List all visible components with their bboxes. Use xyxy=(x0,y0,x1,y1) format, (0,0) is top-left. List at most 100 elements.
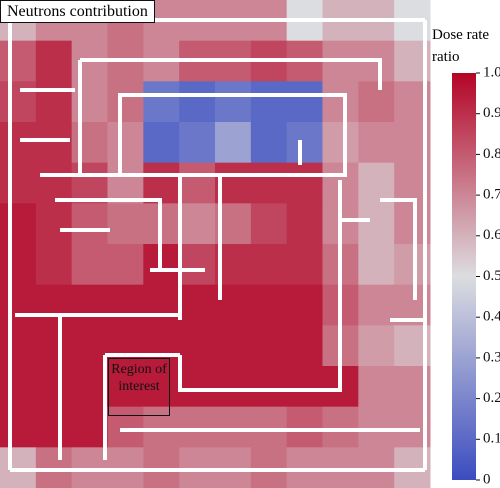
heat-cell xyxy=(286,366,323,408)
heat-cell xyxy=(35,122,73,164)
colorbar-tick-label: 0.1 xyxy=(483,431,500,447)
heat-cell xyxy=(358,325,395,367)
colorbar-tick-label: 0.6 xyxy=(483,227,500,243)
heat-cell xyxy=(71,122,108,164)
heat-cell xyxy=(250,447,288,488)
region-annotation: Region of interest xyxy=(108,358,170,416)
heat-cell xyxy=(0,203,37,245)
heat-cell xyxy=(143,325,180,367)
heat-cell xyxy=(322,447,359,488)
heat-cell xyxy=(358,284,395,326)
heat-cell xyxy=(0,81,37,123)
heat-cell xyxy=(322,81,359,123)
heat-cell xyxy=(179,325,216,367)
heat-cell xyxy=(107,81,144,123)
heat-cell xyxy=(0,366,37,408)
heat-cell xyxy=(179,81,216,123)
heat-cell xyxy=(35,244,73,286)
heat-cell xyxy=(0,162,37,204)
heat-cell xyxy=(358,203,395,245)
heat-cell xyxy=(179,203,216,245)
heat-cell xyxy=(0,284,37,326)
heat-cell xyxy=(35,162,73,204)
heat-cell xyxy=(286,406,323,448)
colorbar-tick-label: 1.0 xyxy=(483,64,500,80)
heat-cell xyxy=(250,81,288,123)
heat-cell xyxy=(35,40,73,82)
heat-cell xyxy=(286,244,323,286)
heat-cell xyxy=(179,284,216,326)
heat-cell xyxy=(250,203,288,245)
heat-cell xyxy=(215,122,252,164)
heat-cell xyxy=(358,447,395,488)
colorbar xyxy=(452,73,476,480)
heat-cell xyxy=(35,447,73,488)
heat-cell xyxy=(250,325,288,367)
heat-cell xyxy=(71,203,108,245)
heat-cell xyxy=(215,325,252,367)
heat-cell xyxy=(286,284,323,326)
heat-cell xyxy=(179,406,216,448)
heat-cell xyxy=(0,122,37,164)
heat-cell xyxy=(0,447,37,488)
heat-cell xyxy=(107,203,144,245)
heat-cell xyxy=(107,162,144,204)
heat-cell xyxy=(35,366,73,408)
heat-cell xyxy=(250,366,288,408)
heat-cell xyxy=(71,325,108,367)
heat-cell xyxy=(358,244,395,286)
heat-cell xyxy=(71,244,108,286)
heat-cell xyxy=(179,447,216,488)
heat-cell xyxy=(179,366,216,408)
colorbar-tick-label: 0.7 xyxy=(483,187,500,203)
heat-cell xyxy=(107,406,144,448)
heat-cell xyxy=(286,122,323,164)
heat-cell xyxy=(286,162,323,204)
heat-cell xyxy=(71,284,108,326)
colorbar-tick-label: 0.4 xyxy=(483,309,500,325)
colorbar-tick-label: 0.9 xyxy=(483,105,500,121)
heat-cell xyxy=(286,203,323,245)
heat-cell xyxy=(107,366,144,408)
heat-cell xyxy=(250,244,288,286)
heat-cell xyxy=(71,81,108,123)
heat-cell xyxy=(35,325,73,367)
heat-cell xyxy=(179,122,216,164)
heat-cell xyxy=(107,447,144,488)
walls xyxy=(8,18,427,472)
heat-cell xyxy=(179,162,216,204)
heat-cell xyxy=(358,81,395,123)
heat-cell xyxy=(215,406,252,448)
heat-cell xyxy=(215,447,252,488)
heat-cell xyxy=(0,406,37,448)
heat-cell xyxy=(143,81,180,123)
heat-cell xyxy=(286,81,323,123)
heat-cell xyxy=(0,325,37,367)
heat-cell xyxy=(107,244,144,286)
heat-cell xyxy=(322,406,359,448)
heat-cell xyxy=(250,284,288,326)
heat-cell xyxy=(215,81,252,123)
heat-cell xyxy=(107,122,144,164)
heat-cell xyxy=(35,203,73,245)
heat-cell xyxy=(35,284,73,326)
heat-cell xyxy=(107,284,144,326)
heat-cell xyxy=(35,81,73,123)
heat-cell xyxy=(0,244,37,286)
heat-cell xyxy=(71,447,108,488)
chart-title: Neutrons contribution xyxy=(0,0,155,23)
heat-cell xyxy=(143,162,180,204)
heat-cell xyxy=(143,447,180,488)
heat-cell xyxy=(215,366,252,408)
heat-cell xyxy=(358,122,395,164)
heat-cell xyxy=(286,325,323,367)
colorbar-tick-label: 0.5 xyxy=(483,268,500,284)
heat-cell xyxy=(358,406,395,448)
heat-cell xyxy=(250,406,288,448)
heat-cell xyxy=(71,162,108,204)
heat-cell xyxy=(71,406,108,448)
heat-cell xyxy=(143,406,180,448)
heat-cell xyxy=(358,366,395,408)
